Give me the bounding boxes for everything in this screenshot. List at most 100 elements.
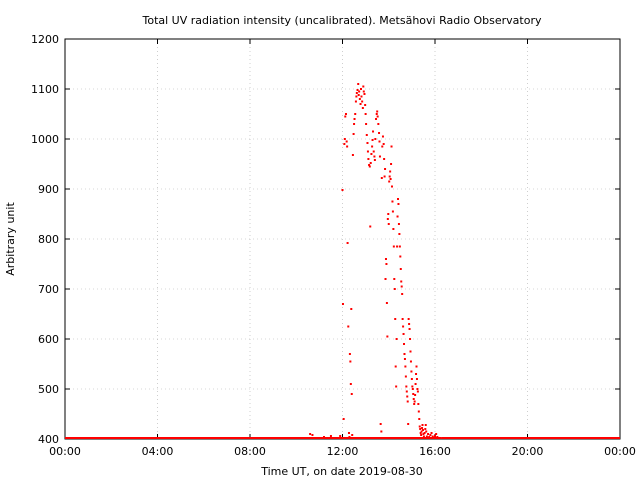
data-point xyxy=(350,308,353,310)
data-point xyxy=(365,134,368,136)
data-point xyxy=(409,338,412,340)
data-point xyxy=(360,88,362,90)
data-point xyxy=(345,140,348,143)
chart-title: Total UV radiation intensity (uncalibrat… xyxy=(142,14,542,27)
data-point xyxy=(369,225,372,228)
data-point xyxy=(403,358,406,360)
data-point xyxy=(415,365,418,368)
data-point xyxy=(399,255,402,258)
data-point xyxy=(406,395,409,398)
data-point xyxy=(368,165,371,168)
data-point xyxy=(408,323,411,325)
data-point xyxy=(381,145,384,148)
data-point xyxy=(401,318,404,320)
data-point xyxy=(387,223,390,225)
data-point xyxy=(434,435,436,437)
data-point xyxy=(346,145,349,148)
data-point xyxy=(343,143,346,145)
data-point xyxy=(397,203,400,205)
y-tick-label: 800 xyxy=(38,233,59,246)
data-point xyxy=(358,98,361,100)
data-point xyxy=(375,118,378,120)
data-point xyxy=(362,90,365,93)
data-point xyxy=(388,180,391,183)
data-point xyxy=(397,223,400,225)
data-point xyxy=(354,113,357,115)
data-point xyxy=(379,423,382,425)
data-point xyxy=(364,104,367,106)
data-point xyxy=(360,95,363,98)
data-point xyxy=(421,427,424,429)
data-point xyxy=(341,189,344,191)
data-point xyxy=(355,92,358,94)
data-point xyxy=(418,418,421,420)
data-point xyxy=(413,400,416,403)
y-tick-label: 900 xyxy=(38,183,59,196)
data-point xyxy=(309,433,312,435)
data-point xyxy=(371,145,374,148)
data-point xyxy=(347,432,350,434)
data-point xyxy=(362,85,365,88)
data-point xyxy=(361,100,364,103)
data-point xyxy=(414,383,417,385)
data-point xyxy=(402,333,405,335)
data-point xyxy=(384,258,387,260)
data-point xyxy=(386,218,389,220)
data-point xyxy=(351,154,354,156)
x-tick-label: 04:00 xyxy=(142,445,174,458)
data-point xyxy=(382,143,385,145)
data-point xyxy=(405,385,408,388)
data-point xyxy=(427,433,430,435)
data-point xyxy=(390,163,393,165)
data-point xyxy=(344,113,347,115)
data-point xyxy=(413,403,416,405)
data-point xyxy=(357,94,360,96)
data-point xyxy=(363,93,366,95)
data-point xyxy=(400,285,403,288)
data-point xyxy=(311,434,314,436)
data-point xyxy=(359,103,362,105)
y-tick-label: 1200 xyxy=(31,33,59,46)
data-point xyxy=(391,200,394,203)
data-point xyxy=(406,400,409,403)
x-tick-labels: 00:00 04:00 08:00 12:00 16:00 20:00 00:00 xyxy=(49,445,636,458)
data-point xyxy=(416,388,419,390)
data-point xyxy=(409,360,412,363)
data-point xyxy=(412,398,415,400)
data-point xyxy=(348,353,351,355)
data-point xyxy=(416,390,419,393)
data-point xyxy=(391,210,394,213)
data-point xyxy=(403,353,406,355)
data-point xyxy=(401,293,404,295)
y-tick-label: 1100 xyxy=(31,83,59,96)
x-tick-label: 00:00 xyxy=(604,445,636,458)
data-point xyxy=(397,198,399,200)
data-point xyxy=(350,393,353,395)
data-point xyxy=(412,393,415,395)
data-point xyxy=(342,418,345,420)
data-point xyxy=(385,263,388,265)
data-point xyxy=(385,302,388,304)
x-tick-label: 12:00 xyxy=(327,445,359,458)
data-point xyxy=(424,424,427,426)
data-point xyxy=(365,123,368,125)
data-point xyxy=(329,435,332,437)
data-point xyxy=(398,245,401,248)
data-point xyxy=(403,343,406,345)
data-point xyxy=(392,228,395,230)
data-point xyxy=(438,437,441,439)
data-point xyxy=(388,175,391,178)
data-point xyxy=(410,378,413,380)
data-point xyxy=(351,434,354,436)
data-point xyxy=(368,164,371,166)
data-point xyxy=(366,150,369,153)
data-point xyxy=(420,430,423,433)
axis-ticks xyxy=(64,38,621,440)
data-point xyxy=(394,365,397,368)
data-point xyxy=(386,335,389,338)
data-point xyxy=(373,159,376,161)
data-point xyxy=(369,162,372,164)
data-point xyxy=(414,394,417,396)
data-point xyxy=(375,113,378,115)
data-point xyxy=(424,428,427,430)
